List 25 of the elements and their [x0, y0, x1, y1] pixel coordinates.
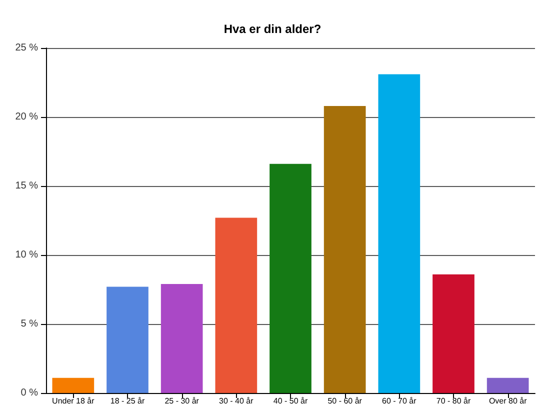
x-tick-label: 60 - 70 år — [382, 396, 417, 406]
bar — [486, 378, 529, 393]
x-tick-label: 25 - 30 år — [164, 396, 200, 406]
y-tick-label: 5 % — [20, 318, 38, 330]
bar — [270, 164, 312, 393]
y-tick-label: 20 % — [15, 112, 38, 122]
x-tick-label: 70 - 80 år — [436, 396, 471, 406]
x-tick-label: 18 - 25 år — [110, 396, 145, 406]
x-tick-label: 30 - 40 år — [219, 396, 254, 406]
x-tick-label: 40 - 50 år — [273, 396, 308, 406]
y-tick-label: 0 % — [20, 388, 38, 398]
bar — [432, 274, 474, 393]
bar — [215, 218, 258, 393]
bar — [160, 284, 203, 393]
bar — [106, 286, 148, 393]
x-tick-label: Under 18 år — [52, 396, 95, 406]
y-tick-label: 25 % — [15, 42, 38, 54]
y-tick-label: 15 % — [15, 180, 38, 192]
chart-title: Hva er din alder? — [224, 22, 322, 36]
bar — [324, 106, 366, 393]
x-tick-label: 50 - 60 år — [328, 396, 362, 406]
x-tick-label: Over 80 år — [488, 396, 528, 406]
y-tick-label: 10 % — [15, 250, 38, 260]
bar — [378, 74, 420, 393]
bar — [52, 378, 94, 393]
